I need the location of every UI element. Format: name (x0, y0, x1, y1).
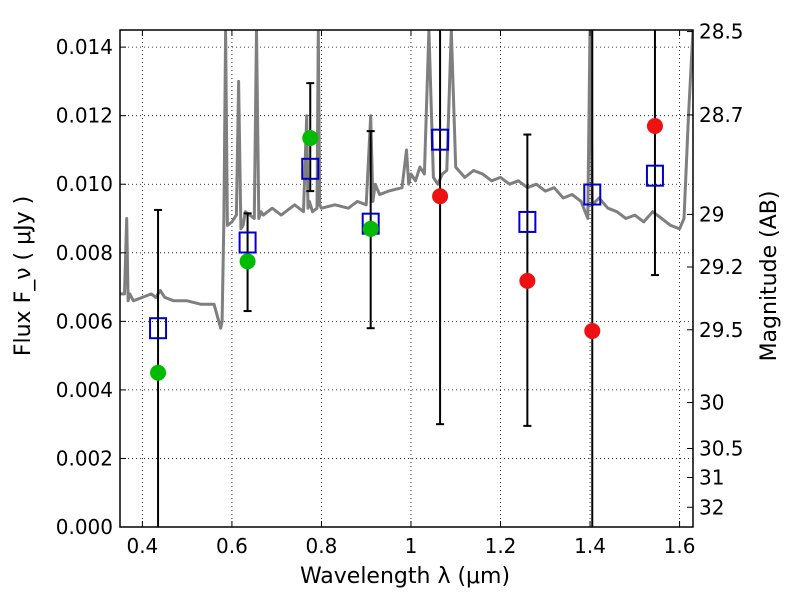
square-marker (431, 128, 450, 151)
spectrum-line (120, 30, 693, 330)
y2-tick-label: 29 (699, 202, 724, 226)
y2-axis-title: Magnitude (AB) (757, 191, 782, 362)
y-tick-label: 0.006 (56, 309, 113, 333)
y-tick-label: 0.008 (56, 241, 113, 265)
y-tick-label: 0.014 (56, 35, 113, 59)
spectrum-series (120, 30, 693, 330)
y2-tick-label: 30.5 (699, 436, 744, 460)
x-tick-label: 1.2 (485, 534, 517, 558)
plot-frame (119, 29, 694, 528)
circle-marker (432, 188, 449, 205)
x-tick-label: 1.6 (664, 534, 696, 558)
y2-tick-label: 28.5 (699, 20, 744, 44)
x-tick-label: 0.8 (306, 534, 338, 558)
square-marker (238, 231, 257, 254)
axis-ticks: 0.4 0.6 0.8 1 1.2 1.4 1.6 0.000 0.002 0.004 0.006 0… (56, 20, 744, 558)
circle-marker (239, 253, 256, 270)
y2-tick-label: 29.2 (699, 255, 744, 279)
circle-marker (150, 364, 167, 381)
circle-marker (519, 272, 536, 289)
y-tick-label: 0.010 (56, 172, 113, 196)
square-marker (645, 164, 664, 187)
y2-tick-label: 29.5 (699, 318, 744, 342)
x-tick-label: 1 (405, 534, 418, 558)
x-tick-label: 0.6 (216, 534, 248, 558)
square-marker (583, 183, 602, 206)
y2-tick-label: 30 (699, 391, 724, 415)
circle-marker (362, 220, 379, 237)
grid (120, 30, 693, 528)
y-axis-title: Flux F_ν ( μJy ) (11, 196, 36, 356)
y-tick-label: 0.002 (56, 446, 113, 470)
circle-marker (302, 129, 319, 146)
square-marker (149, 317, 168, 340)
y-tick-label: 0.004 (56, 378, 113, 402)
circle-marker (646, 117, 663, 134)
circle-marker (584, 322, 601, 339)
error-bars (154, 30, 659, 527)
y2-tick-label: 28.7 (699, 103, 744, 127)
x-tick-label: 1.4 (574, 534, 606, 558)
data-markers (149, 117, 664, 381)
square-marker (518, 210, 537, 233)
y-tick-label: 0.000 (56, 515, 113, 539)
y-tick-label: 0.012 (56, 104, 113, 128)
y2-tick-label: 31 (699, 465, 724, 489)
y2-tick-label: 32 (699, 495, 724, 519)
x-tick-label: 0.4 (126, 534, 158, 558)
square-marker (301, 157, 320, 180)
x-axis-title: Wavelength λ (μm) (300, 564, 510, 589)
